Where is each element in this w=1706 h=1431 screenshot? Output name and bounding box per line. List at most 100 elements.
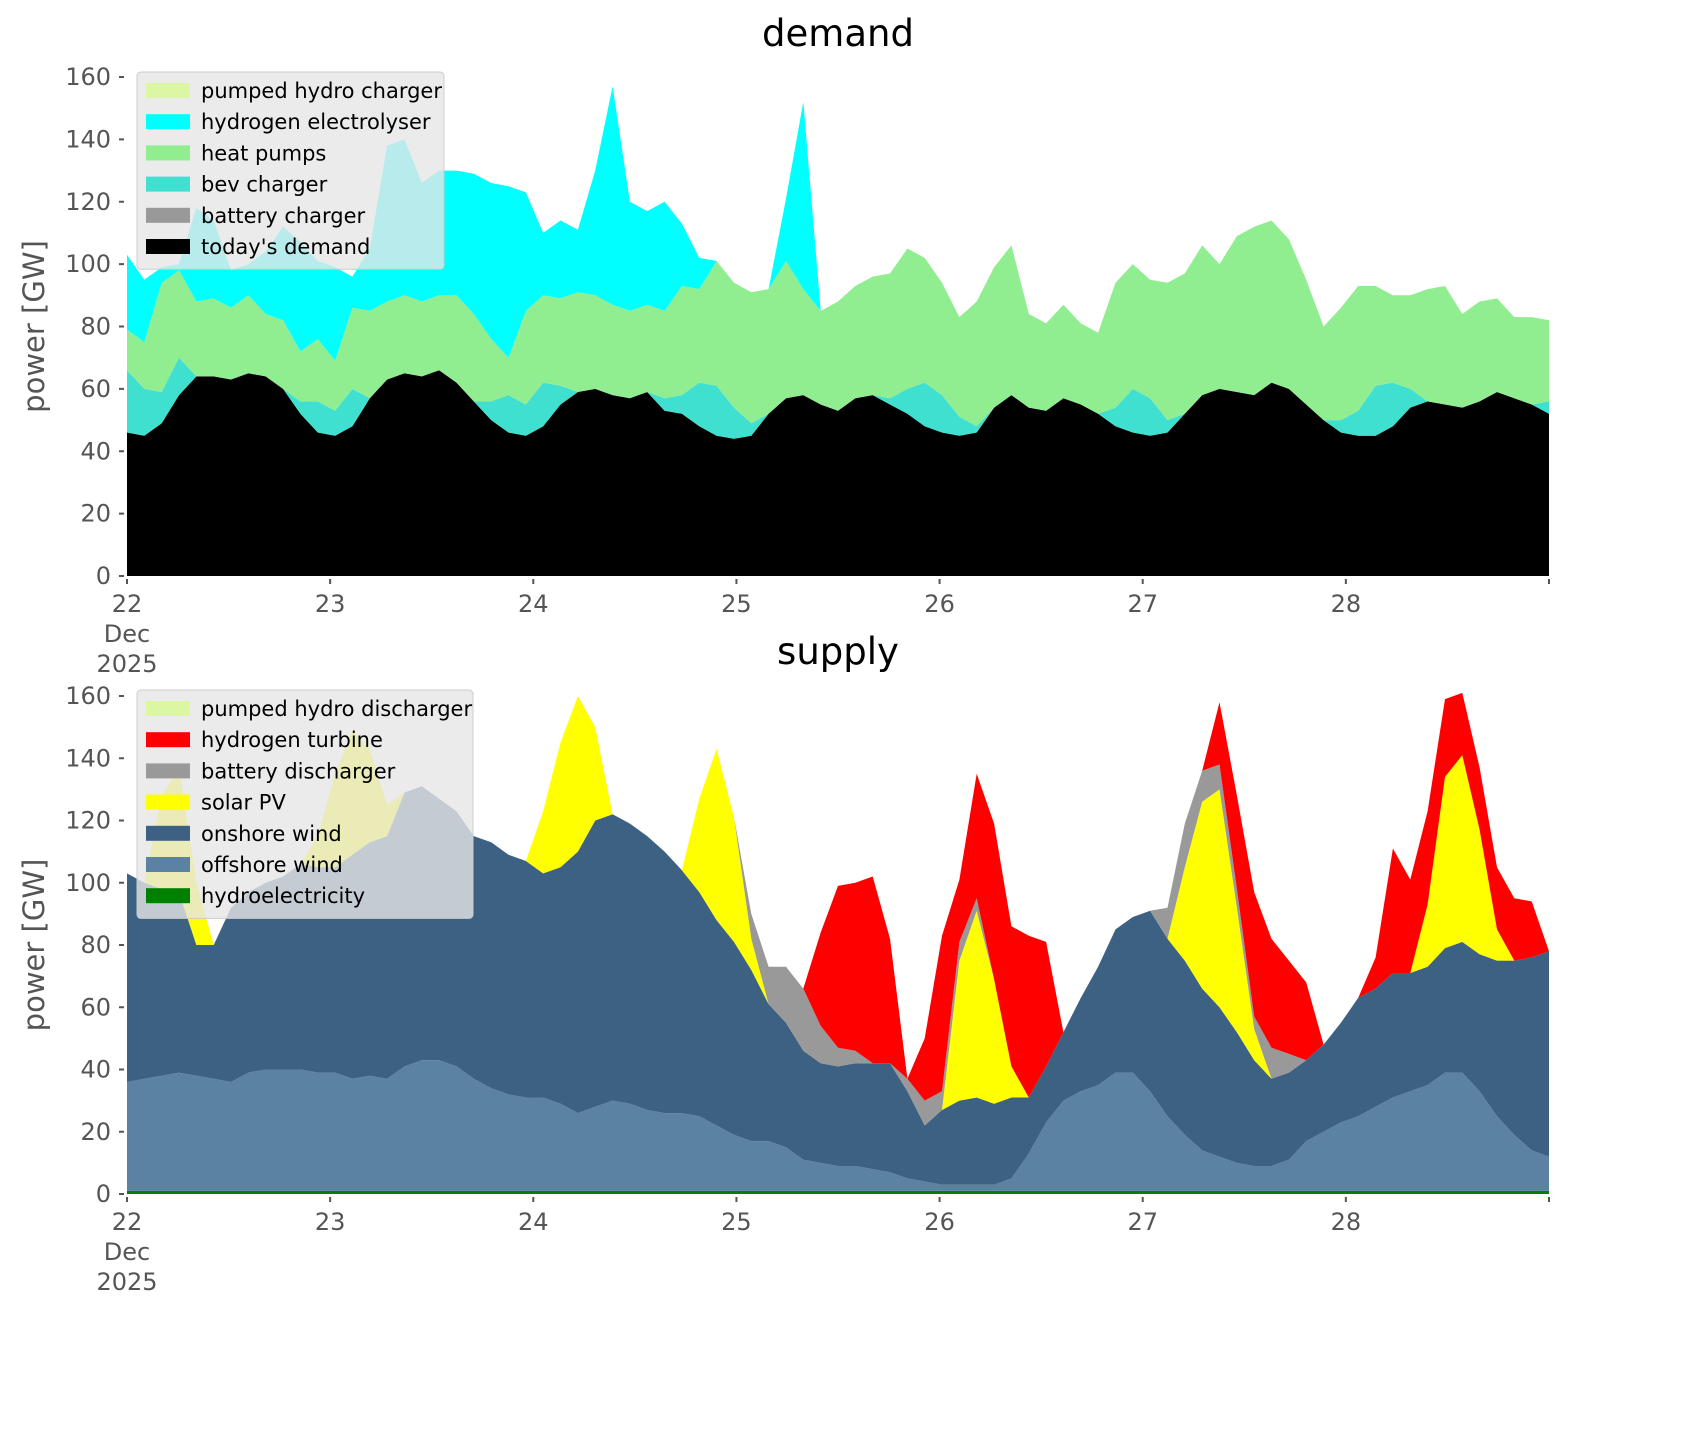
x-tick-label: 28 xyxy=(1331,1208,1362,1236)
x-tick-label: 27 xyxy=(1127,1208,1158,1236)
legend-label: battery charger xyxy=(201,204,366,228)
legend: pumped hydro charger hydrogen electrolyse… xyxy=(136,71,445,270)
legend-label: hydroelectricity xyxy=(201,884,365,908)
y-tick-label: 140 xyxy=(65,125,111,153)
x-tick-label: Dec xyxy=(104,620,150,648)
y-tick-label: 120 xyxy=(65,188,111,216)
chart-title: demand xyxy=(762,12,914,55)
legend-label: pumped hydro charger xyxy=(201,79,442,103)
supply-chart: supply 0 20 40 60 80 100 120 140 160 power [GW] 22D… xyxy=(17,630,1550,1296)
legend-item: offshore wind xyxy=(146,853,343,877)
legend-item: pumped hydro charger xyxy=(146,79,442,103)
y-tick-label: 120 xyxy=(65,807,111,835)
legend-label: heat pumps xyxy=(201,141,326,165)
legend-label: onshore wind xyxy=(201,822,342,846)
y-tick-label: 20 xyxy=(80,500,111,528)
y-tick-label: 0 xyxy=(96,1180,111,1208)
legend-swatch xyxy=(146,176,190,192)
legend-item: battery discharger xyxy=(146,759,396,783)
legend-swatch xyxy=(146,763,190,779)
area-battery-discharger xyxy=(127,696,1549,1126)
x-tick-label: 22 xyxy=(112,590,143,618)
x-tick-label: 26 xyxy=(924,1208,955,1236)
legend-swatch xyxy=(146,239,190,254)
area-heat-pumps xyxy=(127,220,1549,427)
legend-box xyxy=(136,689,474,919)
area-hydrogen-turbine xyxy=(127,692,1549,1101)
y-tick-label: 60 xyxy=(80,993,111,1021)
area-onshore-wind xyxy=(127,786,1549,1185)
legend-swatch xyxy=(146,114,190,130)
legend-label: battery discharger xyxy=(201,759,396,783)
y-tick-label: 40 xyxy=(80,1056,111,1084)
legend-item: bev charger xyxy=(146,173,328,197)
y-axis: 0 20 40 60 80 100 120 140 160 xyxy=(65,63,124,590)
legend-swatch xyxy=(146,83,190,98)
legend: pumped hydro discharger hydrogen turbine b… xyxy=(136,689,474,919)
legend-swatch xyxy=(146,825,190,841)
y-axis-label: power [GW] xyxy=(17,859,51,1032)
legend-item: today's demand xyxy=(146,235,370,259)
legend-label: hydrogen turbine xyxy=(201,728,383,752)
legend-item: pumped hydro discharger xyxy=(146,697,472,721)
legend-swatch xyxy=(146,207,190,223)
legend-item: hydroelectricity xyxy=(146,884,365,908)
legend-label: hydrogen electrolyser xyxy=(201,110,431,134)
x-tick-label: 27 xyxy=(1127,590,1158,618)
y-tick-label: 20 xyxy=(80,1118,111,1146)
area-offshore-wind xyxy=(127,1060,1549,1191)
legend-label: solar PV xyxy=(201,791,286,815)
x-tick-label: 22 xyxy=(112,1208,143,1236)
y-tick-label: 0 xyxy=(96,562,111,590)
legend-item: heat pumps xyxy=(146,141,326,165)
y-tick-label: 80 xyxy=(80,931,111,959)
y-tick-label: 80 xyxy=(80,313,111,341)
y-tick-label: 160 xyxy=(65,682,111,710)
legend-label: bev charger xyxy=(201,173,328,197)
legend-item: hydrogen turbine xyxy=(146,728,383,752)
legend-box xyxy=(136,71,445,270)
legend-item: hydrogen electrolyser xyxy=(146,110,431,134)
legend-swatch xyxy=(146,732,190,748)
demand-chart: demand 0 20 40 60 80 100 120 140 160 power [GW] 22D… xyxy=(17,12,1550,678)
x-tick-label: 2025 xyxy=(96,650,157,678)
y-tick-label: 60 xyxy=(80,375,111,403)
y-tick-label: 140 xyxy=(65,744,111,772)
area-today-s-demand xyxy=(127,370,1549,576)
legend-label: pumped hydro discharger xyxy=(201,697,472,721)
x-tick-label: 25 xyxy=(721,1208,752,1236)
area-hydroelectricity xyxy=(127,1190,1549,1194)
stacked-areas xyxy=(127,86,1549,576)
legend-item: battery charger xyxy=(146,204,366,228)
legend-swatch xyxy=(146,701,190,716)
x-tick-label: 2025 xyxy=(96,1268,157,1296)
stacked-areas xyxy=(127,692,1549,1194)
legend-swatch xyxy=(146,888,190,904)
legend-label: offshore wind xyxy=(201,853,343,877)
legend-item: onshore wind xyxy=(146,822,342,846)
x-tick-label: 24 xyxy=(518,590,549,618)
x-tick-label: Dec xyxy=(104,1238,150,1266)
legend-item: solar PV xyxy=(146,791,286,815)
y-tick-label: 100 xyxy=(65,869,111,897)
x-tick-label: 24 xyxy=(518,1208,549,1236)
chart-title: supply xyxy=(777,630,899,673)
x-tick-label: 26 xyxy=(924,590,955,618)
y-axis: 0 20 40 60 80 100 120 140 160 xyxy=(65,682,124,1208)
y-tick-label: 40 xyxy=(80,437,111,465)
legend-swatch xyxy=(146,145,190,161)
legend-swatch xyxy=(146,857,190,872)
x-tick-label: 25 xyxy=(721,590,752,618)
x-tick-label: 23 xyxy=(315,1208,346,1236)
area-hydrogen-electrolyser xyxy=(127,86,1549,361)
x-tick-label: 23 xyxy=(315,590,346,618)
legend-label: today's demand xyxy=(201,235,370,259)
legend-swatch xyxy=(146,794,190,810)
y-tick-label: 100 xyxy=(65,250,111,278)
x-tick-label: 28 xyxy=(1331,590,1362,618)
y-axis-label: power [GW] xyxy=(17,240,51,413)
y-tick-label: 160 xyxy=(65,63,111,91)
